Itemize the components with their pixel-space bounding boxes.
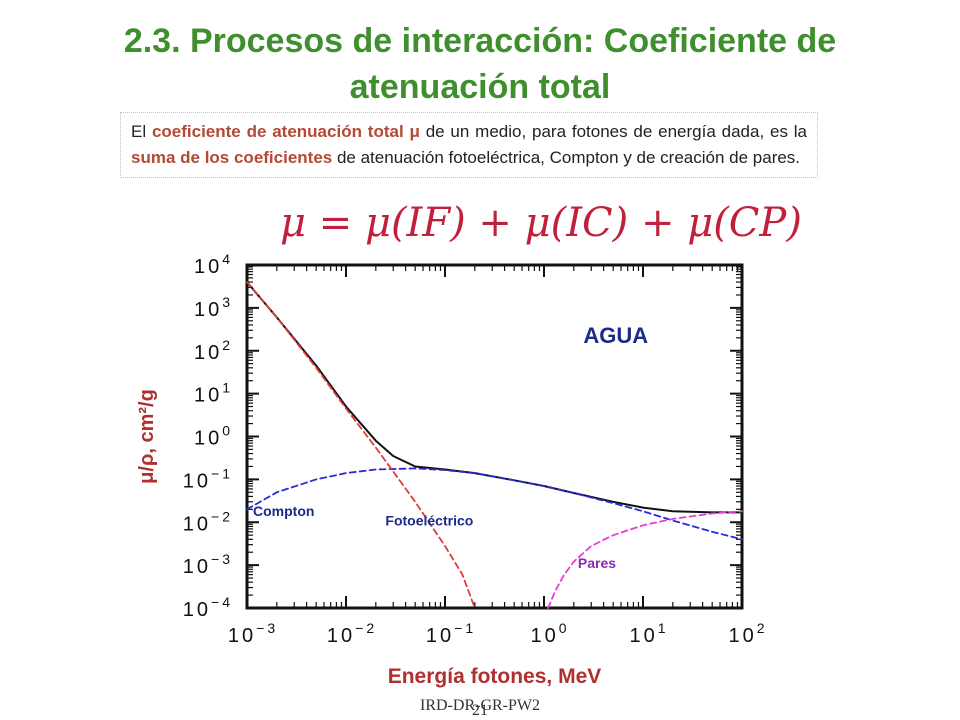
attenuation-formula: μ = μ(IF) + μ(IC) + μ(CP) (280, 200, 802, 246)
y-tick-label: 10−3 (183, 551, 233, 578)
series-line-pares (547, 510, 743, 609)
plot-frame (245, 263, 744, 610)
annotation-compton: Compton (253, 503, 314, 519)
definition-text: El coeficiente de atenuación total μ de … (120, 112, 818, 178)
annotation-fotoelectrico: Fotoeléctrico (385, 512, 473, 528)
page-number: 21 (472, 702, 488, 719)
y-tick-label: 101 (194, 380, 233, 407)
annotation-agua: AGUA (583, 323, 648, 348)
annotation-pares: Pares (578, 555, 616, 571)
x-tick-label: 10−1 (426, 620, 476, 647)
series-line-fotoelectrico (246, 281, 476, 609)
y-tick-label: 103 (194, 294, 233, 321)
page-title: 2.3. Procesos de interacción: Coeficient… (123, 22, 837, 106)
definition-highlight-sum: suma de los coeficientes (131, 148, 333, 167)
y-tick-label: 10−2 (183, 508, 233, 535)
attenuation-chart: 10−3 10−2 10−1 100 101 10210−410−310−210−1100… (136, 251, 767, 688)
definition-text-part: de un medio, para fotones de energía dad… (419, 122, 807, 141)
definition-text-part: de atenuación fotoeléctrica, Compton y d… (332, 148, 801, 167)
chart-series (246, 281, 743, 609)
y-tick-label: 10−1 (183, 465, 233, 492)
x-tick-label: 10−3 (228, 620, 278, 647)
x-tick-label: 100 (530, 620, 569, 647)
footer-code: IRD-DR-GR-PW2 (420, 697, 540, 714)
y-tick-label: 104 (194, 251, 233, 278)
definition-highlight-total: coeficiente de atenuación total μ (151, 122, 420, 141)
y-tick-label: 10−4 (183, 594, 233, 621)
chart-labels: 10−3 10−2 10−1 100 101 10210−410−310−210−1100… (136, 251, 767, 688)
x-tick-label: 101 (629, 620, 668, 647)
y-axis-title: μ/ρ, cm²/g (136, 389, 158, 484)
x-axis-title: Energía fotones, MeV (388, 665, 602, 688)
chart-ticks (246, 264, 743, 609)
x-tick-label: 10−2 (327, 620, 377, 647)
y-tick-label: 100 (194, 423, 233, 450)
series-line-compton (246, 467, 743, 541)
y-tick-label: 102 (194, 337, 233, 364)
definition-text-part: El (131, 122, 152, 141)
x-tick-label: 102 (728, 620, 767, 647)
